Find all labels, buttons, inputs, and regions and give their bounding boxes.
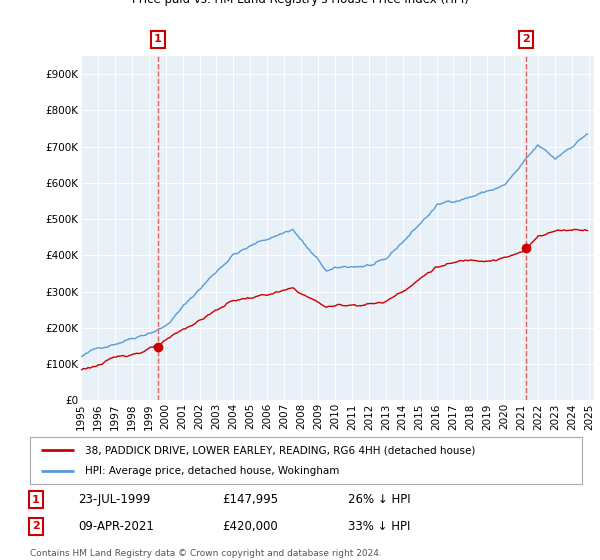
Text: Price paid vs. HM Land Registry's House Price Index (HPI): Price paid vs. HM Land Registry's House … (131, 0, 469, 6)
Text: 23-JUL-1999: 23-JUL-1999 (78, 493, 151, 506)
Text: £420,000: £420,000 (222, 520, 278, 533)
Text: 1: 1 (154, 34, 162, 44)
Text: 33% ↓ HPI: 33% ↓ HPI (348, 520, 410, 533)
Text: 26% ↓ HPI: 26% ↓ HPI (348, 493, 410, 506)
Text: 2: 2 (522, 34, 530, 44)
Text: 38, PADDICK DRIVE, LOWER EARLEY, READING, RG6 4HH (detached house): 38, PADDICK DRIVE, LOWER EARLEY, READING… (85, 445, 476, 455)
Text: 2: 2 (32, 521, 40, 531)
Text: 09-APR-2021: 09-APR-2021 (78, 520, 154, 533)
Text: Contains HM Land Registry data © Crown copyright and database right 2024.
This d: Contains HM Land Registry data © Crown c… (30, 549, 382, 560)
Text: HPI: Average price, detached house, Wokingham: HPI: Average price, detached house, Woki… (85, 466, 340, 476)
Text: 1: 1 (32, 494, 40, 505)
Text: £147,995: £147,995 (222, 493, 278, 506)
